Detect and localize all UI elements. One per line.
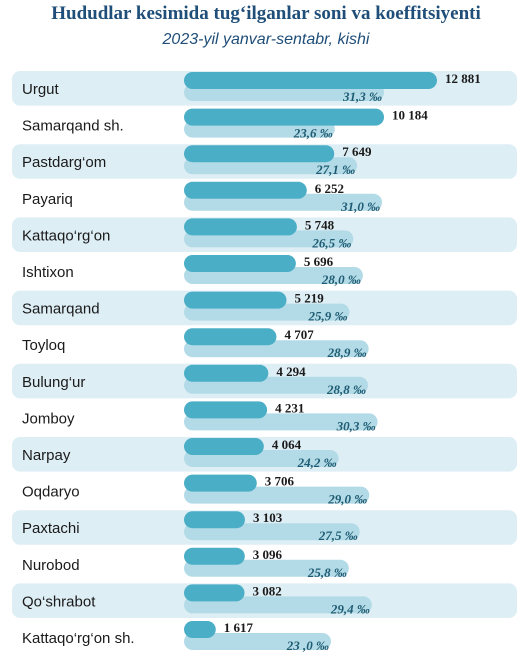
births-value-label: 12 881	[445, 71, 481, 86]
coefficient-value-label: 29,0 ‰	[327, 492, 367, 507]
category-label: Pastdarg‘om	[22, 154, 106, 171]
coefficient-value-label: 23 ,0 ‰	[286, 638, 329, 653]
births-bar	[184, 328, 277, 346]
chart-row: Narpay 4 064 24,2 ‰	[12, 437, 517, 472]
births-value-label: 10 184	[392, 108, 428, 123]
coefficient-value-label: 23,6 ‰	[293, 126, 333, 141]
births-bar	[184, 72, 437, 89]
category-label: Kattaqo‘rg‘on	[22, 227, 110, 244]
coefficient-value-label: 26,5 ‰	[311, 235, 351, 250]
coefficient-value-label: 27,5 ‰	[318, 528, 358, 543]
births-value-label: 5 748	[305, 217, 335, 232]
category-label: Nurobod	[22, 557, 80, 574]
births-value-label: 1 617	[224, 620, 254, 635]
births-value-label: 3 096	[253, 547, 283, 562]
coefficient-value-label: 28,0 ‰	[321, 272, 361, 287]
births-value-label: 4 064	[272, 437, 302, 452]
category-label: Oqdaryo	[22, 484, 80, 501]
chart-row: Toyloq 4 707 28,9 ‰	[22, 327, 369, 360]
chart-row: Jomboy 4 231 30,3 ‰	[22, 400, 378, 433]
chart-row: Paxtachi 3 103 27,5 ‰	[12, 510, 517, 545]
births-bar	[184, 364, 269, 382]
category-label: Kattaqo‘rg‘on sh.	[22, 630, 135, 647]
coefficient-value-label: 28,9 ‰	[327, 345, 367, 360]
births-value-label: 5 696	[304, 254, 334, 269]
category-label: Ishtixon	[22, 264, 74, 281]
category-label: Urgut	[22, 81, 60, 98]
births-value-label: 4 294	[276, 364, 306, 379]
chart-title: Hududlar kesimida tug‘ilganlar soni va k…	[51, 3, 481, 24]
births-value-label: 6 252	[315, 181, 344, 196]
births-bar	[184, 547, 245, 565]
category-label: Samarqand sh.	[22, 118, 124, 135]
chart-row: Kattaqo‘rg‘on 5 748 26,5 ‰	[12, 217, 517, 252]
births-value-label: 3 103	[253, 510, 283, 525]
coefficient-value-label: 25,9 ‰	[307, 309, 347, 324]
births-bar	[184, 474, 257, 492]
coefficient-value-label: 31,3 ‰	[342, 89, 382, 104]
births-bar	[184, 438, 264, 455]
coefficient-value-label: 24,2 ‰	[297, 455, 337, 470]
category-label: Samarqand	[22, 301, 100, 318]
chart-row: Bulung‘ur 4 294 28,8 ‰	[12, 363, 517, 399]
chart-row: Ishtixon 5 696 28,0 ‰	[22, 254, 363, 287]
chart-row: Samarqand sh. 10 184 23,6 ‰	[22, 108, 428, 141]
coefficient-value-label: 27,1 ‰	[315, 162, 355, 177]
category-label: Jomboy	[22, 410, 75, 427]
chart-subtitle: 2023-yil yanvar-sentabr, kishi	[162, 31, 370, 48]
births-bar	[184, 621, 216, 638]
chart-row: Qo‘shrabot 3 082 29,4 ‰	[12, 583, 517, 618]
chart-row: Nurobod 3 096 25,8 ‰	[22, 547, 349, 580]
chart-row: Samarqand 5 219 25,9 ‰	[12, 290, 517, 326]
births-bar	[184, 584, 245, 602]
coefficient-value-label: 31,0 ‰	[340, 199, 380, 214]
births-bar	[184, 291, 287, 309]
chart-row: Kattaqo‘rg‘on sh. 1 617 23 ,0 ‰	[22, 620, 331, 653]
category-label: Paxtachi	[22, 520, 80, 537]
births-bar	[184, 181, 307, 199]
category-label: Qo‘shrabot	[22, 593, 96, 610]
chart-row: Payariq 6 252 31,0 ‰	[22, 181, 383, 214]
births-value-label: 3 706	[265, 474, 295, 489]
chart-row: Pastdarg‘om 7 649 27,1 ‰	[12, 144, 517, 179]
category-label: Narpay	[22, 447, 71, 464]
births-value-label: 4 707	[284, 327, 314, 342]
births-bar	[184, 145, 335, 163]
births-bar	[184, 401, 268, 419]
category-label: Bulung‘ur	[22, 374, 85, 391]
coefficient-bar	[184, 633, 331, 650]
coefficient-value-label: 25,8 ‰	[307, 565, 347, 580]
coefficient-value-label: 29,4 ‰	[330, 601, 370, 616]
births-value-label: 3 082	[253, 583, 282, 598]
coefficient-value-label: 30,3 ‰	[336, 418, 376, 433]
births-value-label: 7 649	[342, 144, 372, 159]
category-label: Payariq	[22, 191, 73, 208]
category-label: Toyloq	[22, 337, 65, 354]
births-value-label: 4 231	[275, 400, 304, 415]
births-bar	[184, 108, 385, 126]
births-bar	[184, 218, 297, 236]
coefficient-value-label: 28,8 ‰	[326, 382, 366, 397]
births-bar	[184, 511, 245, 529]
chart-row: Urgut 12 881 31,3 ‰	[12, 71, 517, 106]
chart-row: Oqdaryo 3 706 29,0 ‰	[22, 474, 370, 507]
births-value-label: 5 219	[295, 291, 325, 306]
births-bar	[184, 255, 296, 272]
